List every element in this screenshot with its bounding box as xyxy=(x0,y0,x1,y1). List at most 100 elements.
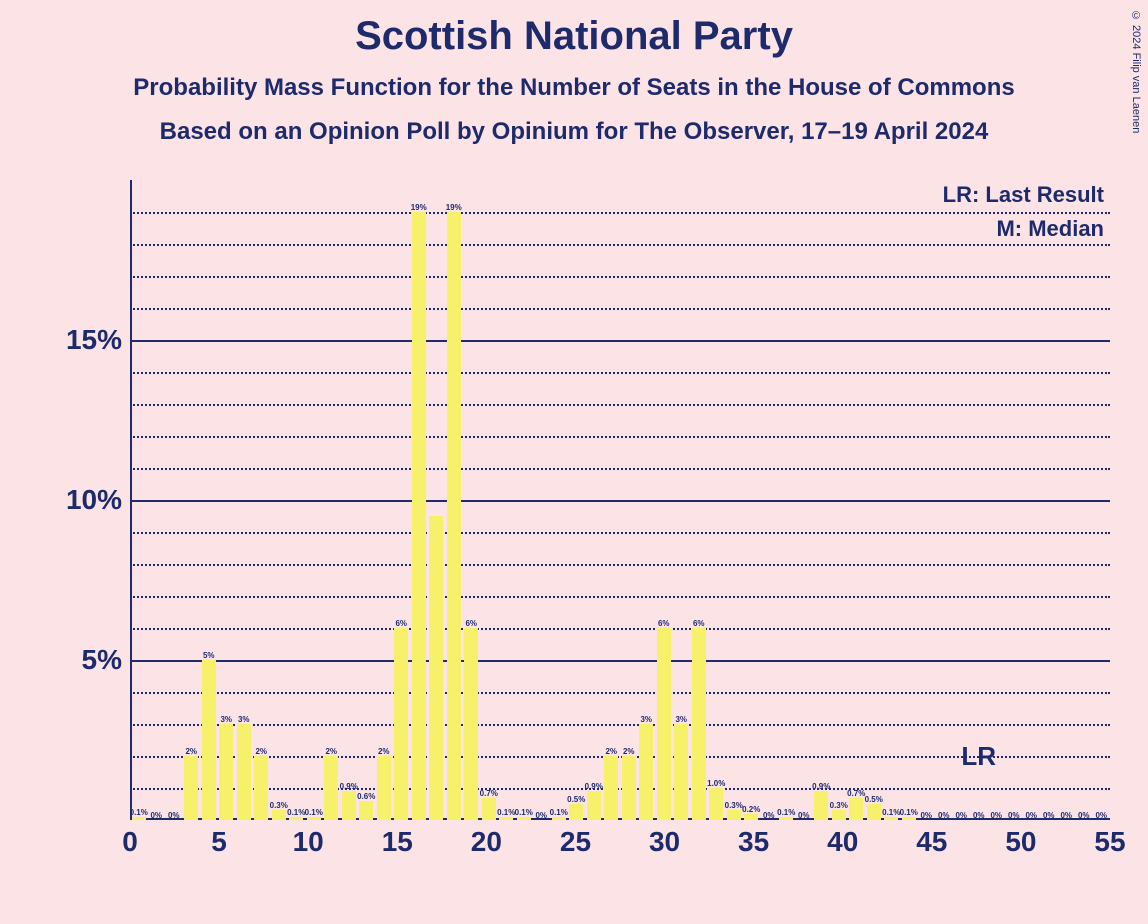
x-tick-label: 15 xyxy=(382,820,413,858)
bar: 0.1% xyxy=(902,817,916,820)
grid-minor xyxy=(130,724,1110,726)
grid-minor xyxy=(130,212,1110,214)
bar-value-label: 0.5% xyxy=(865,795,883,804)
bar: 0.3% xyxy=(832,810,846,820)
bar-value-label: 0% xyxy=(920,811,932,820)
y-tick-label: 15% xyxy=(66,324,130,356)
grid-minor xyxy=(130,308,1110,310)
grid-major xyxy=(130,660,1110,662)
bar: 0.1% xyxy=(289,817,303,820)
bar: 2% xyxy=(254,756,268,820)
bar-value-label: 0% xyxy=(990,811,1002,820)
bar: 2% xyxy=(324,756,338,820)
bar-value-label: 0.9% xyxy=(585,782,603,791)
grid-minor xyxy=(130,436,1110,438)
x-tick-label: 45 xyxy=(916,820,947,858)
bar-value-label: 0.1% xyxy=(130,808,148,817)
x-tick-label: 30 xyxy=(649,820,680,858)
legend-median: M: Median xyxy=(996,216,1104,242)
bar: 0.3% xyxy=(272,810,286,820)
bar-value-label: 0.1% xyxy=(287,808,305,817)
bar: 0.3% xyxy=(727,810,741,820)
x-tick-label: 10 xyxy=(293,820,324,858)
x-tick-label: 35 xyxy=(738,820,769,858)
chart-subtitle-2: Based on an Opinion Poll by Opinium for … xyxy=(0,118,1148,146)
bar: 5% xyxy=(202,660,216,820)
bar-value-label: 3% xyxy=(640,715,652,724)
bar: 6% xyxy=(394,628,408,820)
grid-major xyxy=(130,500,1110,502)
bar: 0.1% xyxy=(884,817,898,820)
x-tick-label: 40 xyxy=(827,820,858,858)
bar: 0.9% xyxy=(342,791,356,820)
grid-minor xyxy=(130,596,1110,598)
bar-value-label: 0% xyxy=(955,811,967,820)
bar-value-label: 0% xyxy=(1043,811,1055,820)
grid-minor xyxy=(130,788,1110,790)
bar-value-label: 2% xyxy=(185,747,197,756)
bar-value-label: 0.3% xyxy=(725,801,743,810)
bar: 3% xyxy=(237,724,251,820)
bar: 0.1% xyxy=(499,817,513,820)
bar-value-label: 19% xyxy=(411,203,427,212)
grid-minor xyxy=(130,628,1110,630)
bar-value-label: 0.3% xyxy=(830,801,848,810)
x-tick-label: 0 xyxy=(122,820,138,858)
bar-value-label: 0.2% xyxy=(742,805,760,814)
grid-major xyxy=(130,340,1110,342)
bar-value-label: 0.1% xyxy=(497,808,515,817)
bar-value-label: 0% xyxy=(763,811,775,820)
bar: 0.5% xyxy=(867,804,881,820)
grid-minor xyxy=(130,468,1110,470)
bar: 2% xyxy=(622,756,636,820)
bar: 0.1% xyxy=(552,817,566,820)
bar xyxy=(429,516,443,820)
bar-value-label: 19% xyxy=(446,203,462,212)
bar: 19% xyxy=(447,212,461,820)
bar-value-label: 3% xyxy=(238,715,250,724)
grid-minor xyxy=(130,404,1110,406)
bar-value-label: 0.1% xyxy=(515,808,533,817)
bar-value-label: 6% xyxy=(693,619,705,628)
bar-value-label: 1.0% xyxy=(707,779,725,788)
bar-value-label: 2% xyxy=(378,747,390,756)
x-tick-label: 20 xyxy=(471,820,502,858)
grid-minor xyxy=(130,564,1110,566)
bar-value-label: 2% xyxy=(325,747,337,756)
bar: 2% xyxy=(604,756,618,820)
bar: 3% xyxy=(674,724,688,820)
bar: 6% xyxy=(464,628,478,820)
chart-root: © 2024 Filip van Laenen Scottish Nationa… xyxy=(0,0,1148,924)
legend-last-result: LR: Last Result xyxy=(943,182,1104,208)
bar-value-label: 0.3% xyxy=(270,801,288,810)
grid-minor xyxy=(130,756,1110,758)
chart-subtitle-1: Probability Mass Function for the Number… xyxy=(0,74,1148,102)
bar: 2% xyxy=(184,756,198,820)
bar-value-label: 6% xyxy=(395,619,407,628)
bar: 0.1% xyxy=(132,817,146,820)
x-tick-label: 5 xyxy=(211,820,227,858)
bar-value-label: 2% xyxy=(255,747,267,756)
bar-value-label: 0% xyxy=(1008,811,1020,820)
bar: 3% xyxy=(219,724,233,820)
bar: 0.5% xyxy=(569,804,583,820)
bar-value-label: 6% xyxy=(658,619,670,628)
bar-value-label: 3% xyxy=(675,715,687,724)
bar: 0.7% xyxy=(482,798,496,820)
bar-value-label: 0.1% xyxy=(900,808,918,817)
bar-value-label: 2% xyxy=(605,747,617,756)
y-tick-label: 10% xyxy=(66,484,130,516)
bar: 0.1% xyxy=(517,817,531,820)
bar-value-label: 0% xyxy=(1078,811,1090,820)
bar-value-label: 0.6% xyxy=(357,792,375,801)
bar-value-label: 0.1% xyxy=(882,808,900,817)
bar: 19% xyxy=(412,212,426,820)
bar-value-label: 0.9% xyxy=(812,782,830,791)
bar: 0.1% xyxy=(307,817,321,820)
bar: 0.2% xyxy=(744,814,758,820)
bar-value-label: 0.9% xyxy=(340,782,358,791)
bar-value-label: 0.1% xyxy=(305,808,323,817)
plot-area: LR: Last Result M: Median LR 5%10%15%051… xyxy=(130,180,1110,820)
bar-value-label: 0.7% xyxy=(480,789,498,798)
grid-minor xyxy=(130,692,1110,694)
